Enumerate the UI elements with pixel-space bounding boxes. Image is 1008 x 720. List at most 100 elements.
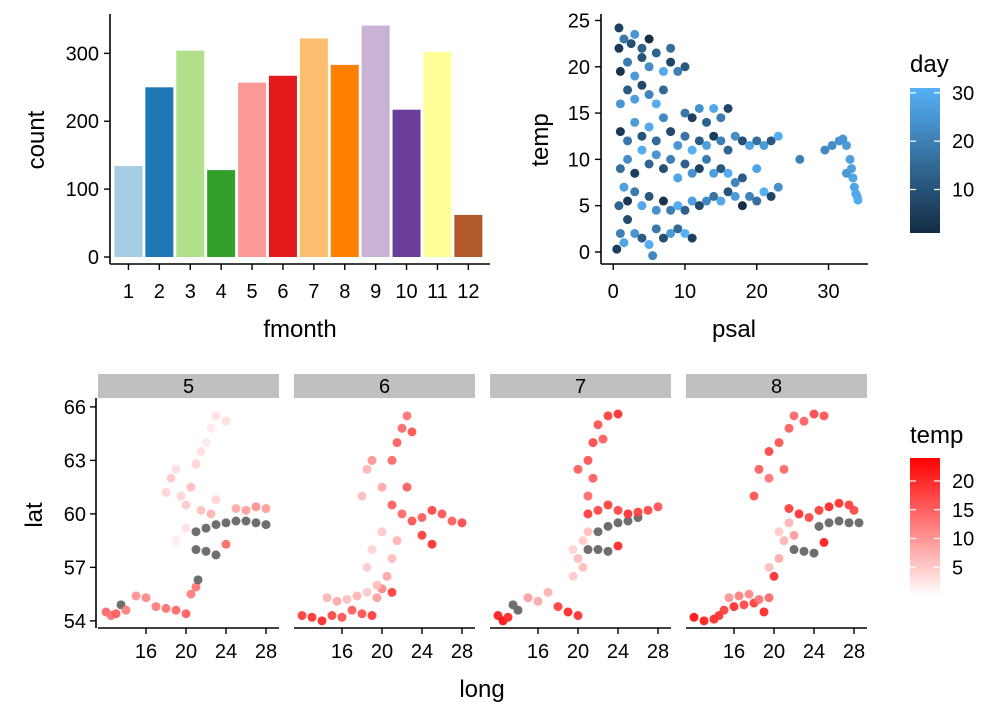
map-point (854, 518, 864, 528)
scatter-point (651, 224, 661, 234)
scatter-point (773, 182, 783, 192)
map-point (171, 605, 181, 615)
scatter-point (615, 164, 625, 174)
scatter-point (680, 228, 690, 238)
map-point (307, 612, 317, 622)
map-point (261, 504, 271, 514)
scatter-point (614, 201, 624, 211)
x-tick-label-10: 10 (395, 281, 417, 303)
x-tick-label-16: 16 (723, 641, 745, 663)
map-point (578, 536, 588, 546)
map-point (151, 602, 161, 612)
facet-panel-6: 6 16 20 24 28 (294, 374, 475, 663)
map-point (191, 545, 201, 555)
facet-panel-5: 5 16 20 24 28 (98, 374, 279, 663)
legend-tick-label-5: 5 (952, 557, 963, 579)
map-point (231, 504, 241, 514)
scatter-point (723, 187, 733, 197)
map-point (764, 562, 774, 572)
legend-tick-label-20: 20 (952, 131, 974, 153)
map-point (241, 516, 251, 526)
map-point (784, 423, 794, 433)
map-point (347, 605, 357, 615)
scatter-point (615, 127, 625, 137)
map-point (181, 500, 191, 510)
scatter-point (648, 251, 658, 261)
scatter-point (716, 113, 726, 123)
facet-strip-label-6: 6 (379, 376, 390, 398)
scatter-point (651, 48, 661, 58)
scatter-point (637, 53, 647, 63)
map-point (417, 530, 427, 540)
scatter-point (752, 164, 762, 174)
map-point (437, 509, 447, 519)
map-point (724, 593, 734, 603)
scatter-point (615, 99, 625, 109)
map-point (603, 500, 613, 510)
scatter-point (687, 233, 697, 243)
map-point (211, 495, 221, 505)
scatter-point (666, 57, 676, 67)
map-point (332, 596, 342, 606)
x-tick-label-11: 11 (427, 281, 448, 303)
y-tick-label-200: 200 (66, 111, 99, 133)
scatter-point (709, 168, 719, 178)
map-point (799, 546, 809, 556)
scatter-x-axis-label: psal (712, 316, 756, 343)
map-point (392, 438, 402, 448)
x-tick-label-24: 24 (411, 641, 433, 663)
scatter-point (702, 154, 712, 164)
scatter-point (709, 191, 719, 201)
scatter-point (673, 66, 683, 76)
scatter-point (723, 145, 733, 155)
map-point (583, 527, 593, 537)
scatter-point (716, 136, 726, 146)
map-point (407, 427, 417, 437)
scatter-point (795, 154, 805, 164)
map-point (779, 464, 789, 474)
map-point (261, 520, 271, 530)
scatter-point (694, 201, 704, 211)
map-point (367, 611, 377, 621)
map-y-axis-label: lat (21, 502, 48, 528)
scatter-point (666, 43, 676, 53)
y-tick-label-5: 5 (579, 196, 590, 218)
scatter-point (745, 191, 755, 201)
map-point (689, 612, 699, 622)
scatter-point (687, 113, 697, 123)
map-point (834, 498, 844, 508)
map-point (789, 545, 799, 555)
map-point (588, 438, 598, 448)
map-point (161, 603, 171, 613)
x-tick-label-4: 4 (216, 281, 227, 303)
map-point (744, 589, 754, 599)
scatter-point (666, 228, 676, 238)
scatter-point (680, 159, 690, 169)
map-point (251, 518, 261, 528)
map-point (593, 527, 603, 537)
scatter-point (644, 159, 654, 169)
y-tick-label-20: 20 (568, 57, 590, 79)
scatter-point (651, 150, 661, 160)
map-point (553, 602, 563, 612)
map-point (191, 459, 201, 469)
map-point (417, 512, 427, 522)
map-point (171, 536, 181, 546)
scatter-y-axis-label: temp (527, 113, 554, 166)
scatter-point (626, 39, 636, 49)
scatter-point (666, 205, 676, 215)
scatter-chart: 0 10 20 30 0 5 10 15 20 25 psal temp day 10 20 30 (527, 10, 974, 343)
scatter-point (644, 122, 654, 132)
bar-12 (454, 214, 483, 257)
facet-strip-5 (98, 374, 279, 398)
map-point (206, 509, 216, 519)
map-point (362, 562, 372, 572)
scatter-point (651, 99, 661, 109)
scatter-point (680, 62, 690, 72)
x-tick-label-10: 10 (674, 281, 696, 303)
map-point (814, 521, 824, 531)
map-point (543, 587, 553, 597)
temp-legend-ticks: 5 10 15 20 (910, 471, 974, 579)
scatter-point (644, 191, 654, 201)
